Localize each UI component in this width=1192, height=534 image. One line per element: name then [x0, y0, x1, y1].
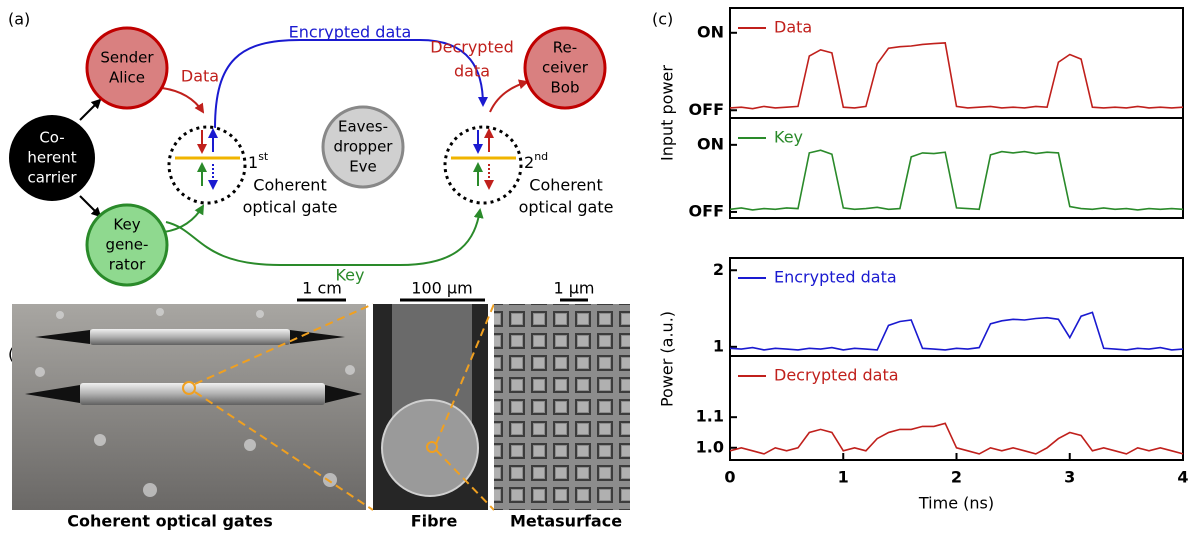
arrow: [80, 196, 100, 216]
caption: Fibre: [411, 512, 458, 531]
scale-label: 1 µm: [553, 279, 594, 298]
x-axis-label: Time (ns): [918, 494, 994, 513]
legend-label: Key: [774, 128, 803, 147]
gate-label: optical gate: [519, 198, 614, 217]
panel-a: (a) Sender Alice Co- herent carrier Key …: [8, 10, 613, 286]
node-label: Bob: [551, 79, 580, 97]
edge-label: Decrypted: [430, 38, 513, 57]
data-line: [730, 423, 1183, 454]
node-label: herent: [27, 149, 76, 167]
gate: [169, 127, 245, 203]
legend-label: Decrypted data: [774, 366, 899, 385]
caption: Coherent optical gates: [67, 512, 273, 531]
y-axis-label: Power (a.u.): [658, 311, 677, 407]
y-tick-label: ON: [697, 22, 724, 41]
x-tick-label: 1: [838, 468, 849, 487]
y-tick-label: OFF: [689, 100, 724, 119]
legend-label: Encrypted data: [774, 268, 897, 287]
y-tick-label: 1.1: [696, 407, 724, 426]
panel-b: (b) 1 cm 100 µm 1 µm Coherent optical ga…: [8, 279, 630, 531]
node-label: ceiver: [542, 59, 589, 77]
edge-label: Data: [181, 67, 219, 86]
node-label: gene-: [106, 236, 149, 254]
y-axis-label: Input power: [658, 65, 677, 161]
gate: [445, 127, 521, 203]
panel-label: (a): [8, 10, 30, 29]
gate-label: Coherent: [529, 176, 602, 195]
arrow: [166, 210, 480, 265]
node-label: Alice: [109, 69, 145, 87]
y-tick-label: 1.0: [696, 437, 724, 456]
gate-label: optical gate: [243, 198, 338, 217]
legend-label: Data: [774, 18, 812, 37]
gate-label: 1st: [248, 150, 269, 172]
node-label: Sender: [100, 49, 154, 67]
scale-label: 100 µm: [411, 279, 472, 298]
y-tick-label: OFF: [689, 201, 724, 220]
node-label: dropper: [334, 138, 394, 156]
figure: (a) Sender Alice Co- herent carrier Key …: [0, 0, 1192, 534]
node-label: rator: [109, 256, 146, 274]
panel-label: (c): [652, 10, 673, 29]
arrow: [490, 82, 527, 112]
data-line: [730, 150, 1183, 210]
x-tick-label: 2: [951, 468, 962, 487]
edge-label: Encrypted data: [289, 23, 412, 42]
x-tick-label: 3: [1064, 468, 1075, 487]
data-line: [730, 312, 1183, 350]
data-line: [730, 43, 1183, 109]
y-tick-label: 1: [713, 336, 724, 355]
node-label: Key: [113, 216, 140, 234]
arrow: [80, 100, 100, 120]
node-label: Eaves-: [338, 118, 388, 136]
gate-label: 2nd: [524, 150, 548, 172]
caption: Metasurface: [510, 512, 622, 531]
y-tick-label: 2: [713, 260, 724, 279]
node-label: Co-: [39, 129, 64, 147]
edge-label: data: [454, 62, 490, 81]
x-tick-label: 4: [1177, 468, 1188, 487]
node-label: carrier: [27, 169, 77, 187]
node-label: Eve: [349, 158, 377, 176]
node-label: Re-: [553, 39, 577, 57]
arrow: [162, 88, 203, 112]
x-tick-label: 0: [724, 468, 735, 487]
arrow: [164, 206, 203, 232]
scale-label: 1 cm: [302, 279, 342, 298]
y-tick-label: ON: [697, 134, 724, 153]
photo: [494, 304, 630, 510]
gate-label: Coherent: [253, 176, 326, 195]
